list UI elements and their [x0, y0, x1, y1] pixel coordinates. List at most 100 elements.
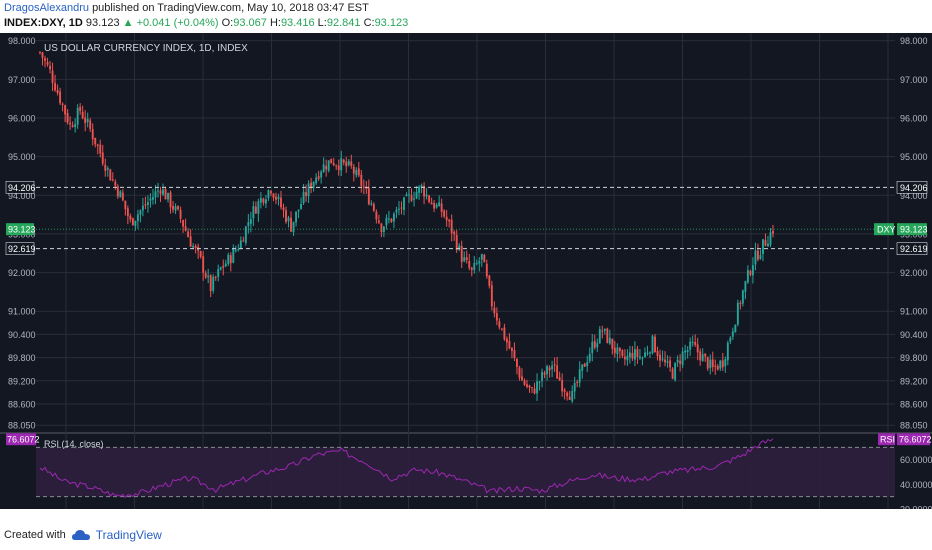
- candle-body: [395, 209, 398, 213]
- candle-body: [172, 206, 174, 210]
- candle-body: [445, 216, 448, 221]
- candle-body: [51, 70, 54, 83]
- candle-body: [149, 198, 152, 201]
- candle-body: [49, 65, 51, 70]
- candle-body: [716, 366, 719, 370]
- candle-body: [184, 226, 187, 231]
- rsi-tag-left-box: [6, 433, 36, 446]
- candle-body: [568, 396, 571, 400]
- candle-body: [227, 254, 230, 265]
- candle-body: [641, 357, 644, 359]
- candle-body: [516, 358, 518, 367]
- chart-canvas[interactable]: 98.000 98.000 97.000 97.000 96.000 96.000 95.0…: [0, 33, 932, 509]
- candle-body: [207, 275, 210, 278]
- candle-body: [209, 275, 212, 292]
- candle-body: [114, 181, 117, 186]
- chart-header: DragosAlexandru published on TradingView…: [4, 1, 928, 31]
- candle-body: [666, 361, 669, 363]
- candle-body: [335, 165, 338, 167]
- candle-body: [576, 381, 579, 383]
- candle-body: [679, 360, 682, 364]
- candle-body: [242, 240, 245, 242]
- candle-body: [232, 248, 235, 263]
- candle-body: [408, 194, 410, 196]
- candle-body: [109, 169, 112, 181]
- candle-body: [327, 160, 330, 171]
- candle-body: [533, 388, 536, 394]
- candle-body: [310, 182, 313, 189]
- candle-body: [272, 193, 275, 198]
- author-link[interactable]: DragosAlexandru: [4, 2, 89, 14]
- candle-body: [485, 263, 488, 277]
- candle-body: [721, 360, 724, 368]
- candle-body: [503, 327, 506, 340]
- candle-body: [478, 261, 481, 264]
- candle-body: [337, 165, 340, 170]
- candle-body: [229, 255, 232, 264]
- candle-body: [521, 376, 523, 381]
- y-tick-left: 88.600: [8, 399, 36, 409]
- candle-body: [611, 338, 614, 349]
- candle-body: [322, 164, 325, 173]
- candle-body: [661, 358, 664, 360]
- candle-body: [433, 203, 436, 209]
- tradingview-link[interactable]: TradingView: [95, 528, 162, 542]
- candle-body: [124, 200, 127, 210]
- candle-body: [475, 263, 478, 265]
- candle-body: [302, 191, 305, 204]
- rsi-y-tick: 20.0000: [900, 505, 932, 510]
- last-price-tag-right: 93.123: [900, 225, 928, 235]
- candle-body: [428, 195, 431, 202]
- y-tick-left: 98.000: [8, 36, 36, 46]
- candle-body: [769, 232, 772, 245]
- candle-body: [390, 218, 393, 222]
- candle-body: [254, 206, 257, 214]
- candle-body: [126, 208, 129, 217]
- level-tag-left: 94.206: [8, 183, 36, 193]
- candle-body: [603, 328, 606, 331]
- candle-body: [709, 359, 712, 369]
- candle-body: [736, 302, 739, 325]
- candle-body: [247, 222, 250, 226]
- candle-body: [699, 351, 702, 361]
- candle-body: [116, 186, 119, 197]
- candle-body: [518, 367, 521, 378]
- candle-body: [259, 197, 262, 203]
- candle-body: [71, 125, 74, 127]
- y-tick-left: 94.000: [8, 191, 36, 201]
- candle-body: [746, 270, 749, 283]
- candle-body: [676, 359, 679, 363]
- candle-body: [164, 189, 167, 200]
- candle-body: [174, 206, 177, 211]
- candle-body: [234, 249, 237, 251]
- candle-body: [56, 90, 59, 94]
- candle-body: [152, 197, 154, 200]
- candle-body: [621, 350, 624, 356]
- candle-body: [450, 219, 453, 234]
- candle-body: [578, 369, 581, 383]
- candle-body: [187, 231, 190, 238]
- candle-body: [448, 219, 451, 222]
- candle-body: [101, 152, 104, 164]
- candle-body: [340, 158, 343, 171]
- low-value: 92.841: [326, 17, 361, 29]
- candle-body: [91, 129, 94, 140]
- symbol-tag-box: [874, 223, 894, 236]
- candle-body: [563, 389, 566, 392]
- candle-body: [96, 144, 99, 146]
- candle-body: [508, 340, 511, 349]
- candle-body: [704, 353, 707, 357]
- last-price-tag-right-box: [897, 223, 927, 236]
- candle-body: [756, 250, 759, 260]
- candle-body: [598, 329, 601, 344]
- candle-body: [387, 218, 390, 220]
- candle-body: [591, 341, 594, 354]
- chart-area[interactable]: 98.000 98.000 97.000 97.000 96.000 96.000 95.0…: [0, 33, 932, 509]
- candle-body: [350, 161, 353, 166]
- candle-body: [129, 215, 132, 220]
- candle-body: [59, 91, 62, 104]
- candle-body: [84, 117, 87, 124]
- rsi-label-tag: RSI: [880, 435, 895, 445]
- candle-body: [639, 356, 641, 359]
- candle-body: [282, 207, 285, 211]
